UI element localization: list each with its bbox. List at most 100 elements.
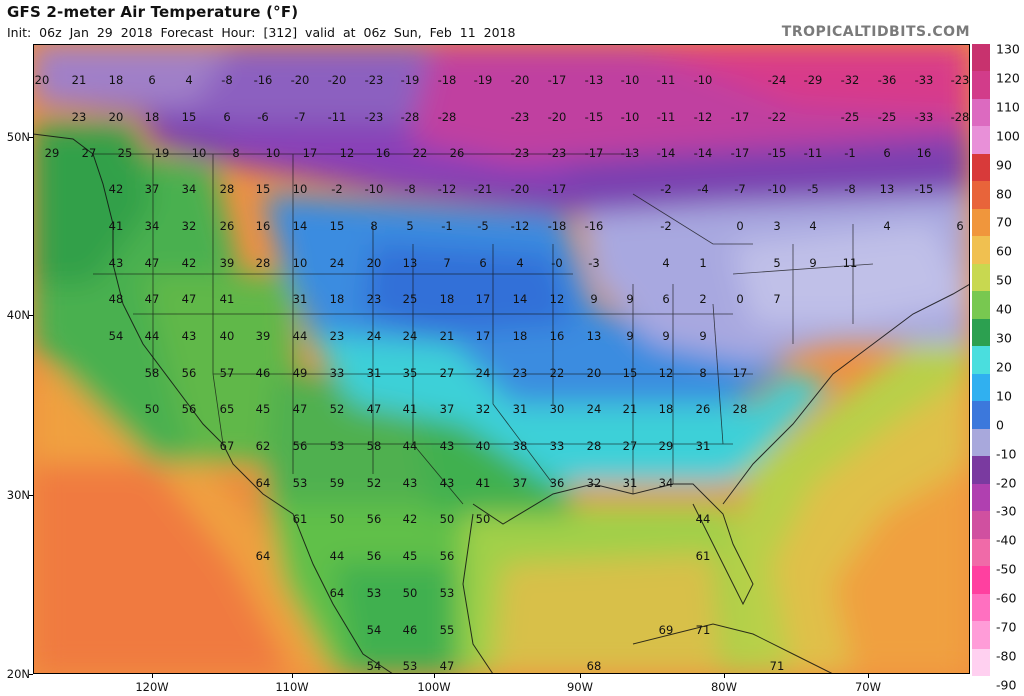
temperature-value: 17 — [303, 146, 318, 160]
temperature-value: 27 — [623, 439, 638, 453]
longitude-tick — [580, 674, 581, 678]
colorbar-segment — [972, 291, 990, 320]
temperature-value: 7 — [443, 256, 450, 270]
temperature-value: 9 — [626, 292, 633, 306]
temperature-value: 56 — [440, 549, 455, 563]
temperature-value: 24 — [403, 329, 418, 343]
temperature-value: 20 — [109, 110, 124, 124]
longitude-label: 90W — [566, 680, 594, 694]
colorbar-label: 0 — [996, 417, 1004, 433]
temperature-value: 18 — [330, 292, 345, 306]
colorbar-label: -70 — [996, 619, 1017, 635]
temperature-value: 10 — [266, 146, 281, 160]
latitude-tick — [29, 315, 33, 316]
temperature-value: 50 — [476, 512, 491, 526]
temperature-value: -2 — [660, 219, 671, 233]
temperature-value: -20 — [548, 110, 567, 124]
temperature-value: 59 — [330, 476, 345, 490]
temperature-value: 43 — [403, 476, 418, 490]
colorbar-label: -10 — [996, 446, 1017, 462]
temperature-value: 53 — [440, 586, 455, 600]
temperature-value: 4 — [883, 219, 890, 233]
temperature-value: 4 — [516, 256, 523, 270]
temperature-value: 18 — [440, 292, 455, 306]
temperature-value: -33 — [915, 73, 934, 87]
temperature-value: 62 — [256, 439, 271, 453]
temperature-value: 18 — [513, 329, 528, 343]
temperature-value: 19 — [155, 146, 170, 160]
temperature-value: -19 — [474, 73, 493, 87]
temperature-value: 55 — [440, 623, 455, 637]
temperature-value: 9 — [662, 329, 669, 343]
temperature-value: -5 — [807, 182, 818, 196]
temperature-value: -21 — [474, 182, 493, 196]
temperature-value: 21 — [440, 329, 455, 343]
temperature-value: 31 — [367, 366, 382, 380]
temperature-value: 6 — [956, 219, 963, 233]
temperature-value: -20 — [511, 73, 530, 87]
colorbar-label: 100 — [996, 128, 1020, 144]
temperature-value: 43 — [440, 439, 455, 453]
temperature-value: 50 — [330, 512, 345, 526]
temperature-value: 27 — [440, 366, 455, 380]
temperature-labels: 20 21 18 6 4 -8 -16 -20 -20 -23 -19 -18 -19 -20 -17 -13… — [35, 73, 970, 673]
temperature-value: 28 — [220, 182, 235, 196]
temperature-value: 0 — [736, 292, 743, 306]
temperature-value: 8 — [232, 146, 239, 160]
colorbar-segment — [972, 373, 990, 402]
latitude-tick — [29, 137, 33, 138]
temperature-value: 34 — [659, 476, 674, 490]
temperature-value: -15 — [915, 182, 934, 196]
colorbar-segment — [972, 593, 990, 622]
longitude-label: 120W — [135, 680, 169, 694]
temperature-value: 34 — [182, 182, 197, 196]
temperature-value: -11 — [804, 146, 823, 160]
temperature-value: 42 — [182, 256, 197, 270]
temperature-value: 15 — [256, 182, 271, 196]
temperature-value: 35 — [403, 366, 418, 380]
temperature-value: 9 — [590, 292, 597, 306]
temperature-value: -18 — [438, 73, 457, 87]
temperature-value: 26 — [220, 219, 235, 233]
colorbar-label: 130 — [996, 41, 1020, 57]
temperature-value: -7 — [734, 182, 745, 196]
temperature-value: 42 — [403, 512, 418, 526]
latitude-tick — [29, 674, 33, 675]
temperature-value: 39 — [220, 256, 235, 270]
map-canvas: 20 21 18 6 4 -8 -16 -20 -20 -23 -19 -18 -19 -20 -17 -13… — [33, 44, 970, 674]
temperature-value: -22 — [768, 110, 787, 124]
latitude-label: 50N — [6, 130, 30, 144]
temperature-value: 47 — [440, 659, 455, 673]
temperature-value: 24 — [367, 329, 382, 343]
temperature-value: 42 — [109, 182, 124, 196]
brand-watermark: TROPICALTIDBITS.COM — [781, 24, 970, 40]
temperature-value: -36 — [878, 73, 897, 87]
temperature-value: 27 — [82, 146, 97, 160]
temperature-value: -8 — [844, 182, 855, 196]
temperature-value: 58 — [145, 366, 160, 380]
temperature-value: -3 — [588, 256, 599, 270]
latitude-label: 40N — [6, 308, 30, 322]
temperature-value: 47 — [293, 402, 308, 416]
temperature-value: 21 — [72, 73, 87, 87]
temperature-value: 16 — [256, 219, 271, 233]
temperature-value: 17 — [733, 366, 748, 380]
temperature-value: -15 — [768, 146, 787, 160]
temperature-value: 28 — [256, 256, 271, 270]
temperature-value: 24 — [330, 256, 345, 270]
temperature-value: -8 — [221, 73, 232, 87]
temperature-value: 28 — [733, 402, 748, 416]
temperature-value: 4 — [185, 73, 192, 87]
temperature-value: 56 — [182, 402, 197, 416]
temperature-value: 32 — [587, 476, 602, 490]
colorbar-label: -40 — [996, 532, 1017, 548]
temperature-value: 68 — [587, 659, 602, 673]
temperature-value: 26 — [450, 146, 465, 160]
temperature-value: -2 — [331, 182, 342, 196]
temperature-value: -23 — [951, 73, 970, 87]
temperature-value: 56 — [367, 512, 382, 526]
temperature-value: 4 — [809, 219, 816, 233]
temperature-value: 16 — [550, 329, 565, 343]
colorbar-segment — [972, 648, 990, 677]
temperature-value: 25 — [403, 292, 418, 306]
